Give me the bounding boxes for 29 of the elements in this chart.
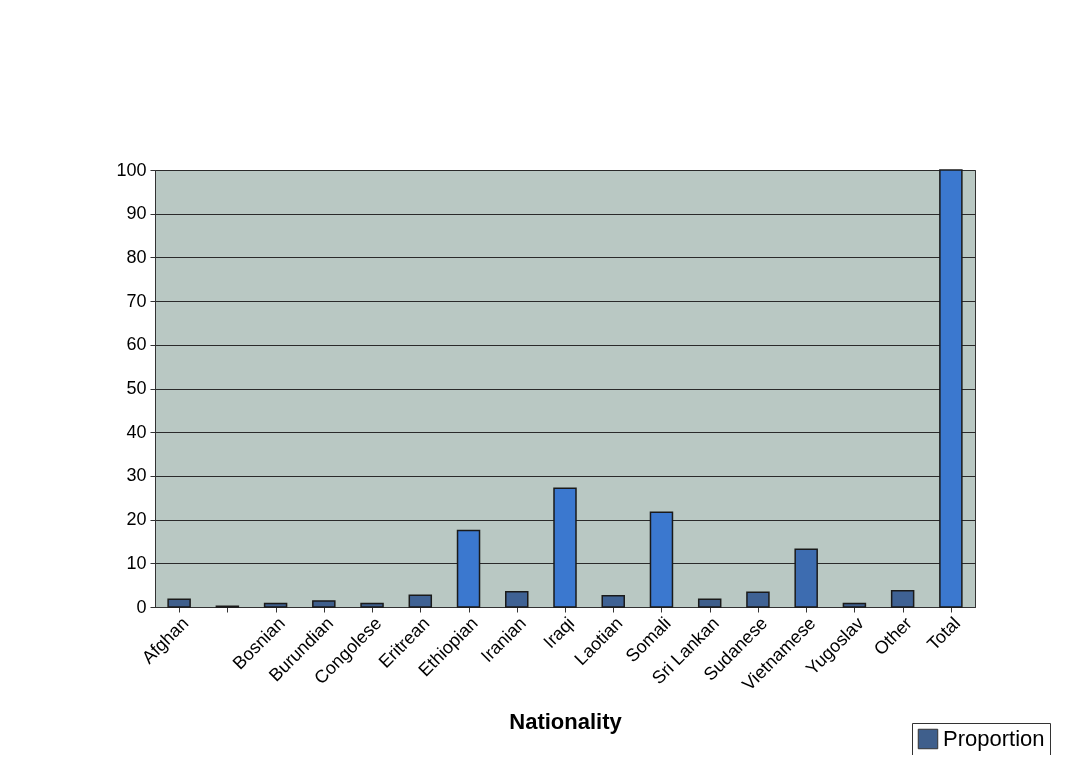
- bar: [360, 602, 384, 608]
- y-tick-label: 90: [126, 203, 147, 224]
- bar: [697, 598, 722, 608]
- y-tick-label: 80: [126, 246, 147, 267]
- bar: [939, 169, 963, 608]
- x-axis-title: Nationality: [509, 709, 623, 735]
- y-tick-label: 100: [116, 159, 147, 180]
- bar: [890, 590, 915, 608]
- y-tick-label: 50: [126, 378, 147, 398]
- y-tick-label: 0: [136, 596, 147, 617]
- bar: [456, 529, 481, 608]
- legend-label: Proportion: [943, 726, 1045, 751]
- bar: [794, 548, 818, 608]
- bar: [601, 594, 625, 608]
- y-tick-label: 70: [126, 290, 147, 311]
- y-tick-label: 40: [126, 421, 147, 442]
- bar: [312, 600, 336, 608]
- bar: [649, 511, 674, 608]
- bar: [263, 602, 288, 608]
- y-tick-label: 30: [126, 465, 147, 486]
- bar: [408, 594, 433, 608]
- y-tick-label: 10: [126, 552, 147, 573]
- bar: [746, 591, 770, 608]
- bar: [842, 602, 867, 608]
- y-tick-label: 60: [126, 334, 147, 355]
- y-tick-label: 20: [126, 509, 147, 530]
- bar: [505, 590, 529, 608]
- bar: [553, 487, 577, 608]
- bar: [167, 598, 191, 608]
